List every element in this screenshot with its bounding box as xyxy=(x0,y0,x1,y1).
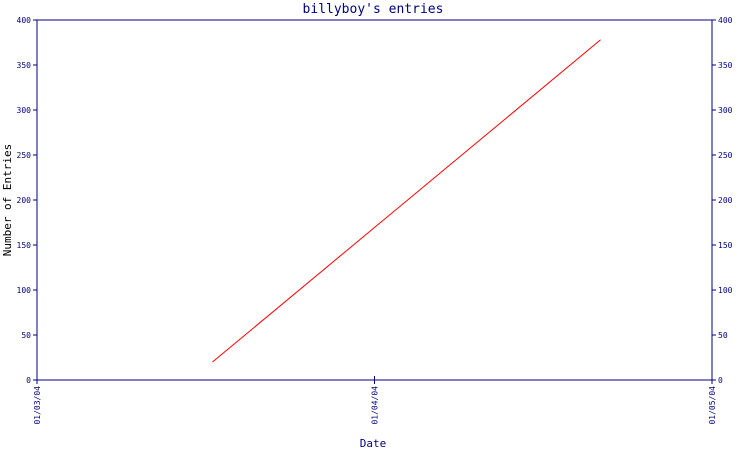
y-tick-label-left: 50 xyxy=(21,331,31,340)
x-axis-label: Date xyxy=(360,437,387,450)
y-tick-label-left: 200 xyxy=(17,196,32,205)
y-tick-label-right: 250 xyxy=(718,151,733,160)
plot-frame xyxy=(36,19,713,381)
y-tick-label-right: 0 xyxy=(718,376,723,385)
plot-area: 0 0 50 50 100 100 150 150 200 200 250 250 300 300 350 3… xyxy=(17,16,733,425)
x-tick-label: 01/03/04 xyxy=(33,386,42,425)
x-tick-label: 01/05/04 xyxy=(708,386,717,425)
y-tick-label-right: 50 xyxy=(718,331,728,340)
y-tick-label-right: 400 xyxy=(718,16,733,25)
chart-title: billyboy's entries xyxy=(303,2,444,17)
x-tick-label: 01/04/04 xyxy=(371,386,380,425)
y-tick-label-right: 200 xyxy=(718,196,733,205)
y-tick-label-right: 300 xyxy=(718,106,733,115)
y-tick-label-right: 350 xyxy=(718,61,733,70)
y-tick-label-left: 100 xyxy=(17,286,32,295)
y-tick-label-left: 150 xyxy=(17,241,32,250)
y-tick-label-right: 100 xyxy=(718,286,733,295)
y-tick-label-left: 400 xyxy=(17,16,32,25)
y-axis-label: Number of Entries xyxy=(1,144,14,257)
y-tick-label-right: 150 xyxy=(718,241,733,250)
y-tick-label-left: 250 xyxy=(17,151,32,160)
y-tick-label-left: 300 xyxy=(17,106,32,115)
y-tick-label-left: 350 xyxy=(17,61,32,70)
y-tick-label-left: 0 xyxy=(26,376,31,385)
series-line xyxy=(212,39,601,363)
